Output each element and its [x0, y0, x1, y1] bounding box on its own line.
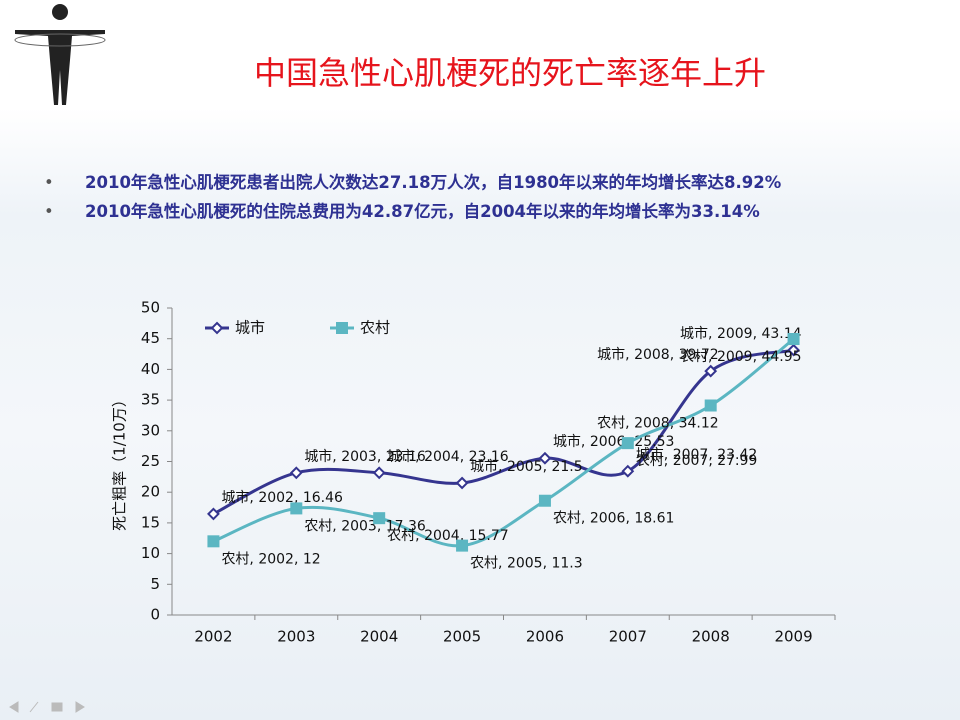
x-tick-label: 2009 — [774, 628, 812, 646]
data-label: 农村, 2003, 17.36 — [304, 518, 426, 534]
marker — [210, 321, 224, 335]
y-tick-label: 30 — [141, 421, 160, 439]
y-tick-label: 25 — [141, 452, 160, 470]
marker — [207, 535, 220, 548]
marker — [621, 437, 634, 450]
marker — [787, 333, 800, 346]
series-line — [212, 348, 794, 516]
bullet: 2010年急性心肌梗死的住院总费用为42.87亿元，自2004年以来的年均增长率… — [40, 201, 900, 222]
x-tick-label: 2008 — [692, 628, 730, 646]
figure-icon — [14, 4, 106, 105]
data-label: 农村, 2002, 12 — [221, 551, 320, 567]
x-tick-label: 2006 — [526, 628, 564, 646]
data-label: 农村, 2004, 15.77 — [387, 528, 509, 544]
data-label: 城市, 2003, 23.16 — [304, 448, 426, 465]
marker — [372, 466, 386, 480]
data-label: 农村, 2005, 11.3 — [470, 556, 583, 572]
data-label: 城市, 2007, 23.42 — [636, 446, 758, 463]
marker — [704, 399, 717, 412]
x-tick-label: 2002 — [194, 628, 232, 646]
marker — [290, 502, 303, 515]
data-label: 农村, 2006, 18.61 — [553, 511, 675, 527]
data-label: 城市, 2005, 21.5 — [470, 458, 583, 475]
marker — [787, 343, 800, 357]
data-label: 城市, 2009, 43.14 — [680, 325, 802, 342]
legend-label: 农村 — [360, 319, 390, 337]
y-axis-label: 死亡粗率（1/10万） — [111, 392, 129, 531]
x-tick-label: 2004 — [360, 628, 398, 646]
y-tick-label: 20 — [141, 483, 160, 501]
marker — [336, 322, 348, 334]
y-tick-label: 35 — [141, 391, 160, 409]
bullet: 2010年急性心肌梗死患者出院人次数达27.18万人次，自1980年以来的年均增… — [40, 172, 900, 193]
marker — [704, 364, 718, 378]
y-tick-label: 15 — [141, 513, 160, 531]
y-tick-label: 40 — [141, 360, 160, 378]
x-tick-label: 2007 — [609, 628, 647, 646]
y-tick-label: 50 — [141, 299, 160, 317]
data-label: 城市, 2004, 23.16 — [387, 448, 509, 465]
marker — [373, 512, 386, 525]
nav-icons — [9, 701, 85, 713]
y-tick-label: 5 — [150, 575, 160, 593]
slide-title: 中国急性心肌梗死的死亡率逐年上升 — [253, 54, 766, 92]
x-tick-label: 2003 — [277, 628, 315, 646]
marker — [207, 507, 220, 521]
marker — [538, 451, 552, 465]
legend-label: 城市 — [235, 319, 265, 337]
marker — [456, 539, 469, 552]
marker — [538, 494, 551, 507]
data-label: 农村, 2007, 27.99 — [636, 453, 758, 469]
bullet-list: 2010年急性心肌梗死患者出院人次数达27.18万人次，自1980年以来的年均增… — [40, 172, 900, 230]
data-label: 农村, 2009, 44.95 — [680, 349, 802, 365]
data-label: 城市, 2006, 25.53 — [553, 433, 675, 450]
data-label: 城市, 2008, 39.72 — [597, 346, 719, 363]
marker — [621, 464, 635, 478]
marker — [455, 476, 469, 490]
data-label: 城市, 2002, 16.46 — [221, 489, 343, 506]
marker — [289, 466, 303, 480]
x-tick-label: 2005 — [443, 628, 481, 646]
y-tick-label: 45 — [141, 329, 160, 347]
y-tick-label: 10 — [141, 544, 160, 562]
data-label: 农村, 2008, 34.12 — [597, 416, 719, 432]
chart: 0 5 10 15 20 25 30 35 40 45 50 2002 2003 2004 2005 2006… — [111, 299, 836, 646]
y-tick-label: 0 — [150, 606, 160, 624]
